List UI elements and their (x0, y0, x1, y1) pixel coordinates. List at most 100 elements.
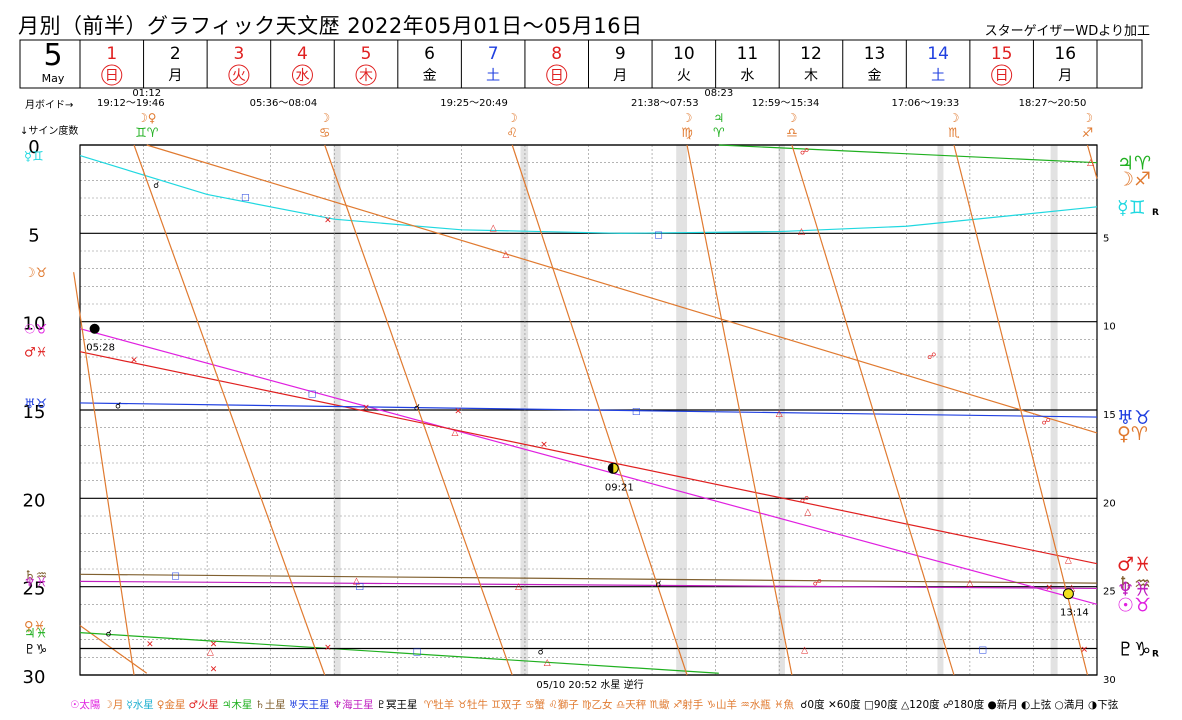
new-moon-icon (89, 323, 100, 334)
lunar-phase-time: 09:21 (605, 482, 634, 493)
retrograde-mark: R (1152, 650, 1159, 660)
legend-item: ☉太陽 (70, 699, 101, 711)
holiday-circle (546, 64, 568, 86)
aspect-marker: ☌ (655, 580, 661, 590)
series-start-label: ♆♓ (24, 575, 47, 590)
month-cell: 5 May (22, 40, 84, 88)
series-start-label: ♀♓ (24, 620, 45, 635)
page-title: 月別（前半）グラフィック天文歴 2022年05月01日～05月16日 (18, 14, 643, 38)
weekday-label: 水 (295, 68, 309, 84)
day-number: 15 (991, 44, 1013, 64)
weekday-label: 月 (613, 68, 627, 84)
series-end-label: ☉♉ (1117, 594, 1151, 616)
y-tick-right: 20 (1103, 498, 1116, 509)
series-line-venus (146, 144, 1098, 434)
y-tick-right: 30 (1103, 675, 1116, 686)
ingress-sign: ♌ (506, 126, 518, 141)
y-tick-left: 30 (23, 667, 46, 688)
aspect-marker: ✕ (210, 640, 218, 650)
ingress-sign: ♏ (948, 126, 960, 141)
series-start-label: ☽♉ (24, 266, 47, 281)
first-quarter-shade (608, 463, 614, 474)
legend-item: ☌0度 ✕60度 □90度 △120度 ☍180度 ●新月 ◐上弦 ○満月 ◑下… (797, 699, 1119, 711)
aspect-marker: ☌ (414, 403, 420, 413)
lunar-phase-time: 13:14 (1060, 608, 1089, 619)
aspect-marker: ✕ (1046, 584, 1054, 594)
credit-text: スターゲイザーWDより加工 (984, 24, 1150, 39)
ingress-planet: ☽♀ (137, 111, 157, 125)
series-end-label: ♅♉ (1117, 407, 1151, 429)
ingress-planet: ♃ (713, 111, 724, 125)
legend-item: ♅天王星 (288, 699, 330, 711)
aspect-marker: △ (544, 658, 551, 668)
series-end-label: ♇♑ (1117, 639, 1151, 661)
series-line-moon (686, 144, 793, 676)
series-start-label: ♅♉ (24, 397, 47, 412)
y-tick-left: 10 (23, 314, 46, 335)
series-start-label: ♄♒ (24, 568, 47, 583)
aspect-marker: ☌ (538, 647, 544, 657)
y-tick-left: 15 (23, 402, 46, 423)
aspect-marker: ☍ (813, 578, 822, 588)
aspect-marker: ✕ (540, 441, 548, 451)
series-line-moon (133, 144, 326, 676)
day-number: 5 (361, 44, 372, 64)
ingress-sign: ♊♈ (135, 126, 159, 141)
y-tick-left: 20 (23, 490, 46, 511)
aspect-marker: □ (308, 389, 317, 399)
aspect-marker: □ (171, 571, 180, 581)
day-number: 2 (170, 44, 181, 64)
ingress-sign: ♎ (786, 126, 798, 141)
aspect-marker: ☌ (115, 402, 121, 412)
day-number: 7 (488, 44, 499, 64)
series-end-label: ♄♒ (1117, 573, 1151, 595)
legend-item: ♂火星 (188, 699, 219, 711)
series-start-label: ☿♊ (24, 150, 44, 165)
weekday-label: 日 (995, 68, 1009, 84)
ingress-planet: ☽ (319, 111, 330, 125)
weekday-label: 火 (232, 68, 246, 84)
holiday-circle (355, 64, 377, 86)
day-number: 14 (927, 44, 949, 64)
aspect-marker: ✕ (146, 640, 154, 650)
weekday-label: 土 (931, 68, 945, 84)
day-number: 1 (106, 44, 117, 64)
series-start-label: ♂♓ (24, 346, 47, 361)
series-line-moon (324, 144, 513, 676)
aspect-marker: ✕ (362, 403, 370, 413)
weekday-label: 水 (740, 68, 754, 84)
aspect-marker: △ (798, 227, 805, 237)
legend-item: ♇冥王星 (376, 699, 418, 711)
series-line-saturn (79, 573, 1098, 584)
y-tick-right: 25 (1103, 587, 1116, 598)
void-period: 19:25～20:49 (440, 98, 508, 109)
legend-item: ♈牡羊 ♉牡牛 ♊双子 ♋蟹 ♌獅子 ♍乙女 ♎天秤 ♏蠍 ♐射手 ♑山羊 ♒水… (420, 699, 795, 711)
holiday-circle (291, 64, 313, 86)
series-line-moon (511, 144, 688, 676)
weekday-label: 金 (868, 68, 882, 84)
aspect-marker: ✕ (1081, 646, 1089, 656)
aspect-marker: △ (502, 250, 509, 260)
holiday-circle (228, 64, 250, 86)
month-name: May (41, 72, 65, 85)
aspect-marker: △ (776, 409, 783, 419)
aspect-marker: ☌ (153, 181, 159, 191)
aspect-marker: △ (1065, 555, 1072, 565)
series-end-label: ☽♐ (1117, 169, 1151, 191)
series-end-label: ☿♊ (1117, 197, 1146, 219)
ingress-time: 01:12 (132, 88, 161, 99)
legend-item: ♀金星 (156, 699, 186, 711)
aspect-marker: △ (1087, 158, 1094, 168)
aspect-marker: □ (355, 582, 364, 592)
void-period: 17:06～19:33 (892, 98, 960, 109)
aspect-marker: ☌ (106, 630, 112, 640)
aspect-marker: ✕ (130, 356, 138, 366)
ingress-planet: ☽ (787, 111, 798, 125)
aspect-marker: ☍ (1042, 418, 1051, 428)
day-number: 9 (615, 44, 626, 64)
void-period: 12:59～15:34 (752, 98, 820, 109)
aspect-marker: □ (241, 193, 250, 203)
ingress-planet: ☽ (1082, 111, 1093, 125)
y-tick-left: 0 (28, 137, 39, 158)
